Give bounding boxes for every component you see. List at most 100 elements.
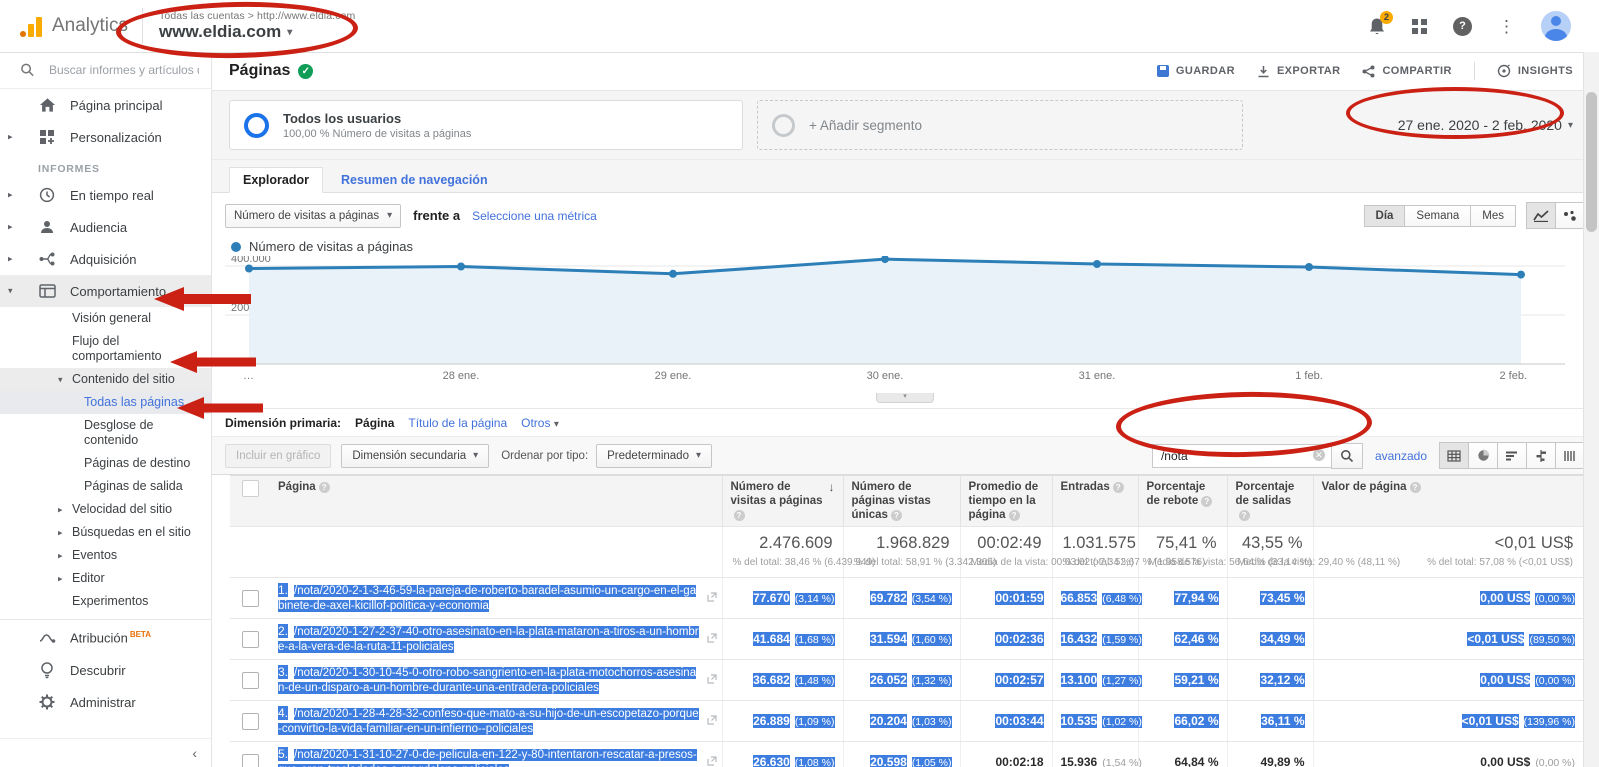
dimension-page-title-option[interactable]: Título de la página (408, 416, 508, 430)
collapse-sidebar-button[interactable]: ‹ (0, 738, 211, 767)
sidebar-search[interactable] (0, 52, 211, 89)
help-icon[interactable]: ? (1008, 510, 1020, 521)
sidebar-item-experiments[interactable]: Experimentos (0, 590, 211, 613)
dimension-others-dropdown[interactable]: Otros ▾ (521, 416, 559, 430)
sidebar-item-events[interactable]: ▸ Eventos (0, 544, 211, 567)
bounce-rate-cell: 59,21 % (1137, 659, 1227, 701)
sidebar-item-behavior[interactable]: ▾ Comportamiento (0, 275, 211, 307)
external-link-icon[interactable] (706, 591, 717, 605)
row-checkbox[interactable] (241, 753, 259, 767)
tab-explorer[interactable]: Explorador (229, 167, 323, 193)
account-selector[interactable]: Todas las cuentas > http://www.eldia.com… (159, 10, 355, 42)
segment-all-users[interactable]: Todos los usuarios 100,00 % Número de vi… (229, 100, 743, 150)
granularity-week-button[interactable]: Semana (1405, 204, 1472, 227)
select-all-checkbox[interactable] (241, 480, 259, 497)
line-chart-view-button[interactable] (1526, 202, 1556, 229)
page-url-link[interactable]: /nota/2020-1-28-4-28-32-confeso-que-mato… (278, 708, 699, 735)
scrollbar-thumb[interactable] (1586, 92, 1597, 232)
performance-view-button[interactable] (1498, 442, 1527, 469)
sidebar-item-behavior-flow[interactable]: Flujo del comportamiento (0, 330, 211, 368)
date-range-selector[interactable]: 27 ene. 2020 - 2 feb. 2020 ▾ (1398, 117, 1573, 133)
help-icon[interactable]: ? (1112, 482, 1124, 493)
clear-search-icon[interactable]: ✕ (1312, 448, 1325, 461)
page-url-link[interactable]: /nota/2020-1-27-2-37-40-otro-asesinato-e… (278, 626, 699, 653)
help-icon[interactable]: ? (1409, 482, 1421, 493)
sidebar-item-attribution[interactable]: Atribución BETA (0, 622, 211, 654)
metric-selector-dropdown[interactable]: Número de visitas a páginas ▾ (225, 203, 402, 228)
more-options-icon[interactable]: ⋮ (1498, 16, 1515, 36)
user-avatar[interactable] (1541, 11, 1571, 41)
search-button[interactable] (1330, 442, 1363, 469)
granularity-day-button[interactable]: Día (1363, 204, 1406, 227)
notifications-button[interactable]: 2 (1368, 10, 1393, 36)
external-link-icon[interactable] (706, 755, 717, 767)
sidebar-item-site-speed[interactable]: ▸ Velocidad del sitio (0, 498, 211, 521)
col-header-bounce-rate[interactable]: Porcentaje de rebote? (1137, 475, 1227, 527)
col-header-unique-pageviews[interactable]: Número de páginas vistas únicas? (842, 475, 960, 527)
vertical-scrollbar[interactable] (1583, 52, 1599, 767)
help-icon[interactable]: ? (318, 482, 330, 493)
select-metric-link[interactable]: Seleccione una métrica (472, 208, 597, 223)
percentage-view-button[interactable] (1469, 442, 1498, 469)
scatter-view-button[interactable] (1556, 202, 1585, 229)
share-button[interactable]: COMPARTIR (1362, 65, 1451, 78)
page-url-link[interactable]: /nota/2020-1-31-10-27-0-de-pelicula-en-1… (278, 749, 697, 767)
sidebar-item-admin[interactable]: Administrar (0, 686, 211, 718)
help-icon[interactable]: ? (1453, 16, 1472, 36)
sidebar-item-landing-pages[interactable]: Páginas de destino (0, 452, 211, 475)
col-header-pageviews[interactable]: ↓ Número de visitas a páginas? (721, 475, 843, 527)
sidebar-item-home[interactable]: Página principal (0, 89, 211, 121)
sidebar-search-input[interactable] (47, 62, 201, 78)
sort-type-dropdown[interactable]: Predeterminado ▾ (596, 443, 712, 468)
granularity-buttons: Día Semana Mes (1363, 204, 1516, 227)
help-icon[interactable]: ? (1238, 510, 1250, 521)
timeline-slider-handle[interactable]: ▾ (876, 393, 934, 403)
sidebar-item-overview[interactable]: Visión general (0, 307, 211, 330)
insights-button[interactable]: INSIGHTS (1497, 64, 1573, 78)
row-checkbox[interactable] (241, 630, 259, 648)
help-icon[interactable]: ? (1201, 496, 1213, 507)
table-view-button[interactable] (1439, 442, 1469, 469)
col-header-avg-time[interactable]: Promedio de tiempo en la página? (959, 475, 1052, 527)
row-checkbox[interactable] (241, 712, 259, 730)
comparison-view-button[interactable] (1527, 442, 1556, 469)
page-url-link[interactable]: /nota/2020-1-30-10-45-0-otro-robo-sangri… (278, 667, 697, 694)
table-search-input[interactable] (1151, 443, 1331, 468)
sidebar-item-acquisition[interactable]: ▸ Adquisición (0, 243, 211, 275)
plot-rows-button[interactable]: Incluir en gráfico (225, 443, 332, 468)
row-checkbox[interactable] (241, 589, 259, 607)
apps-grid-icon[interactable] (1412, 18, 1427, 34)
external-link-icon[interactable] (706, 714, 717, 728)
sidebar-item-personalization[interactable]: ▸ Personalización (0, 121, 211, 153)
dimension-page-option[interactable]: Página (355, 416, 395, 430)
granularity-month-button[interactable]: Mes (1471, 204, 1516, 227)
external-link-icon[interactable] (706, 673, 717, 687)
col-header-exit-rate[interactable]: Porcentaje de salidas? (1226, 475, 1313, 527)
row-checkbox[interactable] (241, 671, 259, 689)
sidebar-item-site-content[interactable]: ▾ Contenido del sitio (0, 368, 211, 391)
sidebar-item-site-search[interactable]: ▸ Búsquedas en el sitio (0, 521, 211, 544)
col-header-page-value[interactable]: Valor de página? (1312, 475, 1583, 527)
col-header-page[interactable]: Página? (270, 475, 722, 527)
help-icon[interactable]: ? (733, 510, 745, 521)
sidebar-item-exit-pages[interactable]: Páginas de salida (0, 475, 211, 498)
pivot-view-button[interactable] (1556, 442, 1585, 469)
sidebar-item-audience[interactable]: ▸ Audiencia (0, 211, 211, 243)
advanced-filter-link[interactable]: avanzado (1374, 448, 1427, 463)
add-segment-button[interactable]: + Añadir segmento (757, 100, 1243, 150)
sidebar-item-realtime[interactable]: ▸ En tiempo real (0, 179, 211, 211)
sidebar-item-content-drilldown[interactable]: Desglose de contenido (0, 414, 211, 452)
save-button[interactable]: GUARDAR (1156, 65, 1235, 77)
col-header-entrances[interactable]: Entradas? (1051, 475, 1138, 527)
export-button[interactable]: EXPORTAR (1257, 65, 1341, 78)
help-icon[interactable]: ? (890, 510, 902, 521)
external-link-icon[interactable] (706, 632, 717, 646)
sidebar-item-all-pages[interactable]: Todas las páginas (0, 391, 211, 414)
analytics-logo-icon[interactable] (20, 15, 42, 37)
traffic-line-chart[interactable]: 200.000400.000…28 ene.29 ene.30 ene.31 e… (225, 253, 1565, 388)
sidebar-item-discover[interactable]: Descubrir (0, 654, 211, 686)
tab-navigation-summary[interactable]: Resumen de navegación (341, 173, 488, 187)
secondary-dimension-dropdown[interactable]: Dimensión secundaria ▾ (341, 443, 490, 468)
sidebar-item-publisher[interactable]: ▸ Editor (0, 567, 211, 590)
page-url-link[interactable]: /nota/2020-2-1-3-46-59-la-pareja-de-robe… (278, 585, 697, 612)
